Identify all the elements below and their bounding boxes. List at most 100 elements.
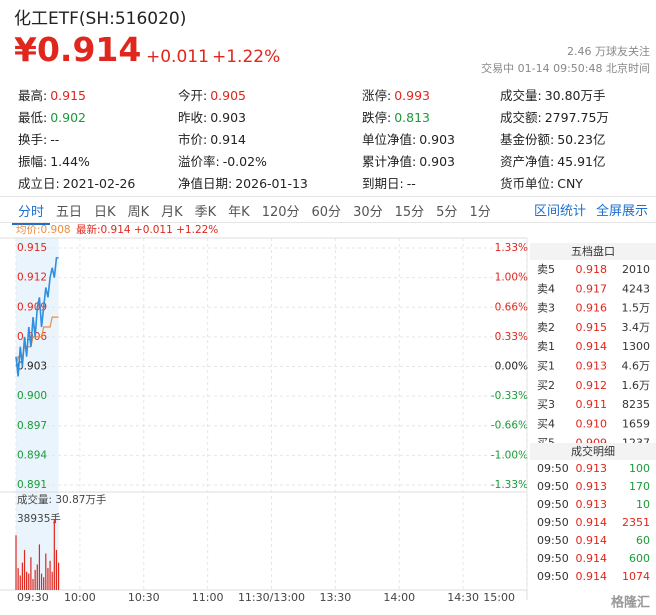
tab-link[interactable]: 全屏展示 xyxy=(595,204,648,219)
tab[interactable]: 60分 xyxy=(311,205,342,220)
volume-bar xyxy=(32,579,34,590)
stat-label: 成交额: xyxy=(500,110,542,125)
tab[interactable]: 五日 xyxy=(56,205,83,220)
tab-link[interactable]: 区间统计 xyxy=(533,204,586,219)
trade-volume: 100 xyxy=(629,462,650,475)
x-tick-label: 14:30 xyxy=(447,591,479,604)
trade-volume: 600 xyxy=(629,552,650,565)
volume-bar xyxy=(40,573,43,590)
tab[interactable]: 120分 xyxy=(261,205,300,220)
trade-volume: 2351 xyxy=(622,516,650,529)
tab[interactable]: 30分 xyxy=(353,205,383,220)
tab[interactable]: 分时 xyxy=(12,199,51,225)
y2-tick-label: 1.33% xyxy=(495,242,528,254)
tab-bar xyxy=(0,196,656,223)
volume-bar xyxy=(47,568,49,590)
stat-label: 涨停: xyxy=(362,88,392,103)
y-tick-label: 0.912 xyxy=(17,272,47,284)
trade-time: 09:50 xyxy=(537,498,569,511)
book-label: 买4 xyxy=(537,417,555,430)
tab-links: 区间统计 全屏展示 xyxy=(534,200,648,219)
trade-time: 09:50 xyxy=(537,480,569,493)
y-tick-label: 38935手 xyxy=(17,512,61,525)
x-tick-label: 10:00 xyxy=(64,591,96,604)
stat-label: 振幅: xyxy=(18,154,48,169)
y-tick-label: 0.891 xyxy=(17,479,47,491)
stat: 成交额: 2797.75万 xyxy=(500,107,609,126)
stat-label: 换手: xyxy=(18,132,48,147)
stat: 跌停: 0.813 xyxy=(362,107,430,126)
title: 化工ETF(SH:516020) xyxy=(14,9,187,29)
stat-value: 0.902 xyxy=(50,110,87,125)
book-label: 卖2 xyxy=(537,321,555,334)
trade-price: 0.914 xyxy=(576,516,608,529)
volume-bar xyxy=(23,549,26,590)
y-tick-label: 0.894 xyxy=(17,449,47,461)
trade-price: 0.914 xyxy=(576,534,608,547)
book-price: 0.912 xyxy=(576,379,608,392)
stat-label: 昨收: xyxy=(178,110,208,125)
book-price: 0.915 xyxy=(576,321,608,334)
trade-time: 09:50 xyxy=(537,516,569,529)
book-label: 卖4 xyxy=(537,282,555,295)
tab[interactable]: 1分 xyxy=(469,205,491,220)
x-tick-label: 11:30/13:00 xyxy=(238,591,305,604)
volume-bar xyxy=(57,562,60,590)
book-volume: 1300 xyxy=(622,340,650,353)
y2-tick-label: -0.33% xyxy=(491,390,528,402)
stat: 净值日期: 2026-01-13 xyxy=(178,173,308,192)
change: +0.011 xyxy=(146,47,209,67)
x-tick-label: 14:00 xyxy=(383,591,415,604)
trade-volume: 1074 xyxy=(622,570,650,583)
stat-value: 0.993 xyxy=(394,88,431,103)
stat-value: 45.91亿 xyxy=(557,154,606,169)
y2-tick-label: -1.33% xyxy=(491,479,528,491)
stat-value: 0.903 xyxy=(210,110,247,125)
trade-price: 0.913 xyxy=(576,480,608,493)
book-price: 0.913 xyxy=(576,360,608,373)
tab[interactable]: 年K xyxy=(228,205,250,220)
trade-price: 0.913 xyxy=(576,498,608,511)
stat-label: 基金份额: xyxy=(500,132,555,147)
followers: 2.46 万球友关注 xyxy=(567,45,650,58)
volume-bar xyxy=(36,564,38,590)
y-tick-label: 0.900 xyxy=(17,390,47,402)
tab[interactable]: 15分 xyxy=(394,205,425,220)
tab[interactable]: 5分 xyxy=(436,205,458,220)
stat: 市价: 0.914 xyxy=(178,129,246,148)
stat-label: 资产净值: xyxy=(500,154,555,169)
y2-tick-label: -1.00% xyxy=(491,450,528,462)
stat-value: 2797.75万 xyxy=(544,110,609,125)
y2-tick-label: 0.66% xyxy=(495,302,528,314)
stat-label: 市价: xyxy=(178,132,208,147)
tab[interactable]: 月K xyxy=(161,205,183,220)
book-volume: 4243 xyxy=(622,282,650,295)
elapsed-shade xyxy=(16,238,59,590)
stat: 基金份额: 50.23亿 xyxy=(500,129,606,148)
stat-value: -- xyxy=(406,176,416,191)
book-label: 买3 xyxy=(537,398,555,411)
stat-label: 跌停: xyxy=(362,110,392,125)
volume-bar xyxy=(21,562,23,590)
tab[interactable]: 日K xyxy=(94,205,116,220)
tabs: 分时 五日 日K 周K 月K 季K 年K 120分 60分 30分 15分 5分 1分 xyxy=(12,199,497,225)
volume-bar xyxy=(43,577,45,590)
stat-label: 成立日: xyxy=(18,176,60,191)
stat: 换手: -- xyxy=(18,129,59,148)
volume-bar xyxy=(28,573,30,590)
tab[interactable]: 季K xyxy=(194,205,217,220)
stat-value: 0.915 xyxy=(50,88,87,103)
stat: 昨收: 0.903 xyxy=(178,107,246,126)
stat: 涨停: 0.993 xyxy=(362,85,430,104)
y2-tick-label: -0.66% xyxy=(491,419,528,431)
volume-bar xyxy=(53,519,55,590)
volume-bar xyxy=(15,535,17,590)
tab[interactable]: 周K xyxy=(127,205,150,220)
book-volume: 2010 xyxy=(622,263,650,276)
trade-volume: 10 xyxy=(636,498,650,511)
x-tick-label: 09:30 xyxy=(17,591,49,604)
stat-value: -0.02% xyxy=(222,154,267,169)
panel-header-bg xyxy=(530,243,656,260)
